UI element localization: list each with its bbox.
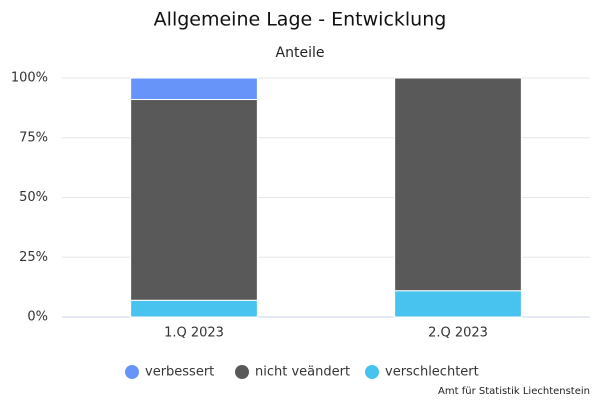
y-tick-label: 25% (19, 250, 48, 265)
bar-segment (394, 77, 522, 292)
chart-subtitle: Anteile (276, 45, 325, 61)
credit: Amt für Statistik Liechtenstein (438, 386, 590, 397)
bar-segment (394, 290, 522, 318)
x-tick-label: 2.Q 2023 (428, 326, 488, 341)
legend-label: verbessert (145, 365, 214, 380)
legend-marker (125, 365, 139, 379)
y-tick-label: 50% (19, 190, 48, 205)
legend-marker (365, 365, 379, 379)
bar-segment (130, 99, 258, 301)
x-tick-label: 1.Q 2023 (164, 326, 224, 341)
legend-label: verschlechtert (385, 365, 479, 380)
legend-marker (235, 365, 249, 379)
y-tick-label: 75% (19, 130, 48, 145)
bar-segment (130, 77, 258, 101)
bar-segment (130, 299, 258, 318)
legend-label: nicht veändert (255, 365, 350, 380)
y-tick-label: 0% (27, 310, 48, 325)
y-tick-label: 100% (11, 71, 48, 86)
chart-title: Allgemeine Lage - Entwicklung (154, 9, 447, 31)
